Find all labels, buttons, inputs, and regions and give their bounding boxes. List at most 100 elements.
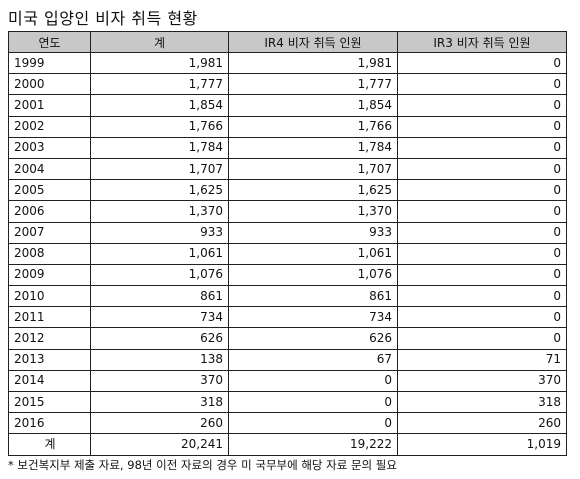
table-row: 2013 138 67 71 bbox=[8, 348, 567, 371]
ir4-cell: 0 bbox=[228, 412, 398, 435]
ir4-cell: 0 bbox=[228, 369, 398, 393]
ir3-cell: 0 bbox=[397, 179, 567, 202]
year-cell: 2004 bbox=[8, 157, 91, 181]
year-cell: 2001 bbox=[8, 94, 91, 117]
header-ir3: IR3 비자 취득 인원 bbox=[397, 31, 567, 53]
total-cell: 734 bbox=[90, 306, 229, 329]
ir3-cell: 0 bbox=[397, 263, 567, 287]
ir3-cell: 0 bbox=[397, 115, 567, 138]
table-row: 2007 933 933 0 bbox=[8, 221, 567, 244]
year-cell: 2007 bbox=[8, 221, 91, 244]
year-cell: 2003 bbox=[8, 136, 91, 159]
total-cell: 933 bbox=[90, 221, 229, 244]
ir3-cell: 370 bbox=[397, 369, 567, 393]
total-total-cell: 20,241 bbox=[90, 433, 229, 456]
ir3-cell: 0 bbox=[397, 285, 567, 308]
table-row: 2004 1,707 1,707 0 bbox=[8, 157, 567, 181]
ir3-cell: 0 bbox=[397, 51, 567, 75]
year-cell: 1999 bbox=[8, 51, 91, 75]
ir3-cell: 0 bbox=[397, 306, 567, 329]
ir4-cell: 1,076 bbox=[228, 263, 398, 287]
page-title: 미국 입양인 비자 취득 현황 bbox=[8, 9, 198, 28]
table-row: 2012 626 626 0 bbox=[8, 327, 567, 350]
table-row: 2002 1,766 1,766 0 bbox=[8, 115, 567, 138]
year-cell: 2010 bbox=[8, 285, 91, 308]
table-row: 2014 370 0 370 bbox=[8, 369, 567, 393]
ir3-cell: 0 bbox=[397, 136, 567, 159]
year-cell: 2013 bbox=[8, 348, 91, 371]
ir3-cell: 0 bbox=[397, 73, 567, 96]
total-ir3-cell: 1,019 bbox=[397, 433, 567, 456]
ir4-cell: 1,707 bbox=[228, 157, 398, 181]
year-cell: 2012 bbox=[8, 327, 91, 350]
ir4-cell: 861 bbox=[228, 285, 398, 308]
table-row: 2005 1,625 1,625 0 bbox=[8, 179, 567, 202]
ir4-cell: 1,061 bbox=[228, 242, 398, 265]
ir4-cell: 1,981 bbox=[228, 51, 398, 75]
year-cell: 2006 bbox=[8, 200, 91, 223]
header-ir4: IR4 비자 취득 인원 bbox=[228, 31, 398, 53]
ir4-cell: 1,625 bbox=[228, 179, 398, 202]
ir4-cell: 1,766 bbox=[228, 115, 398, 138]
table-row: 2016 260 0 260 bbox=[8, 412, 567, 435]
total-cell: 1,076 bbox=[90, 263, 229, 287]
ir3-cell: 260 bbox=[397, 412, 567, 435]
total-cell: 1,766 bbox=[90, 115, 229, 138]
total-cell: 626 bbox=[90, 327, 229, 350]
total-cell: 1,784 bbox=[90, 136, 229, 159]
year-cell: 2000 bbox=[8, 73, 91, 96]
year-cell: 2005 bbox=[8, 179, 91, 202]
ir4-cell: 1,370 bbox=[228, 200, 398, 223]
ir3-cell: 0 bbox=[397, 221, 567, 244]
ir3-cell: 71 bbox=[397, 348, 567, 371]
total-cell: 1,777 bbox=[90, 73, 229, 96]
ir4-cell: 1,854 bbox=[228, 94, 398, 117]
adoption-visa-table: 연도 계 IR4 비자 취득 인원 IR3 비자 취득 인원 1999 1,981… bbox=[8, 31, 567, 456]
table-row: 2010 861 861 0 bbox=[8, 285, 567, 308]
ir4-cell: 67 bbox=[228, 348, 398, 371]
ir3-cell: 0 bbox=[397, 200, 567, 223]
ir3-cell: 0 bbox=[397, 242, 567, 265]
header-year: 연도 bbox=[8, 31, 91, 53]
table-row: 2006 1,370 1,370 0 bbox=[8, 200, 567, 223]
table-row: 1999 1,981 1,981 0 bbox=[8, 51, 567, 75]
total-cell: 260 bbox=[90, 412, 229, 435]
total-cell: 861 bbox=[90, 285, 229, 308]
header-total: 계 bbox=[90, 31, 229, 53]
year-cell: 2014 bbox=[8, 369, 91, 393]
total-cell: 1,370 bbox=[90, 200, 229, 223]
year-cell: 2002 bbox=[8, 115, 91, 138]
ir4-cell: 626 bbox=[228, 327, 398, 350]
ir3-cell: 0 bbox=[397, 94, 567, 117]
total-cell: 1,707 bbox=[90, 157, 229, 181]
total-cell: 1,854 bbox=[90, 94, 229, 117]
ir4-cell: 933 bbox=[228, 221, 398, 244]
table-header-row: 연도 계 IR4 비자 취득 인원 IR3 비자 취득 인원 bbox=[8, 31, 567, 53]
ir3-cell: 0 bbox=[397, 327, 567, 350]
total-ir4-cell: 19,222 bbox=[228, 433, 398, 456]
ir3-cell: 318 bbox=[397, 390, 567, 414]
table-row: 2008 1,061 1,061 0 bbox=[8, 242, 567, 265]
year-cell: 2009 bbox=[8, 263, 91, 287]
year-cell: 2011 bbox=[8, 306, 91, 329]
table-row: 2000 1,777 1,777 0 bbox=[8, 73, 567, 96]
table-row: 2015 318 0 318 bbox=[8, 390, 567, 414]
year-cell: 2015 bbox=[8, 390, 91, 414]
total-year-cell: 계 bbox=[8, 433, 91, 456]
ir4-cell: 1,777 bbox=[228, 73, 398, 96]
total-cell: 1,625 bbox=[90, 179, 229, 202]
total-cell: 138 bbox=[90, 348, 229, 371]
year-cell: 2008 bbox=[8, 242, 91, 265]
footnote: * 보건복지부 제출 자료, 98년 이전 자료의 경우 미 국무부에 해당 자… bbox=[8, 458, 397, 472]
ir4-cell: 1,784 bbox=[228, 136, 398, 159]
total-cell: 370 bbox=[90, 369, 229, 393]
table-row: 2011 734 734 0 bbox=[8, 306, 567, 329]
ir4-cell: 0 bbox=[228, 390, 398, 414]
ir3-cell: 0 bbox=[397, 157, 567, 181]
total-cell: 1,061 bbox=[90, 242, 229, 265]
year-cell: 2016 bbox=[8, 412, 91, 435]
table-row: 2003 1,784 1,784 0 bbox=[8, 136, 567, 159]
table-row: 2009 1,076 1,076 0 bbox=[8, 263, 567, 287]
total-cell: 1,981 bbox=[90, 51, 229, 75]
ir4-cell: 734 bbox=[228, 306, 398, 329]
